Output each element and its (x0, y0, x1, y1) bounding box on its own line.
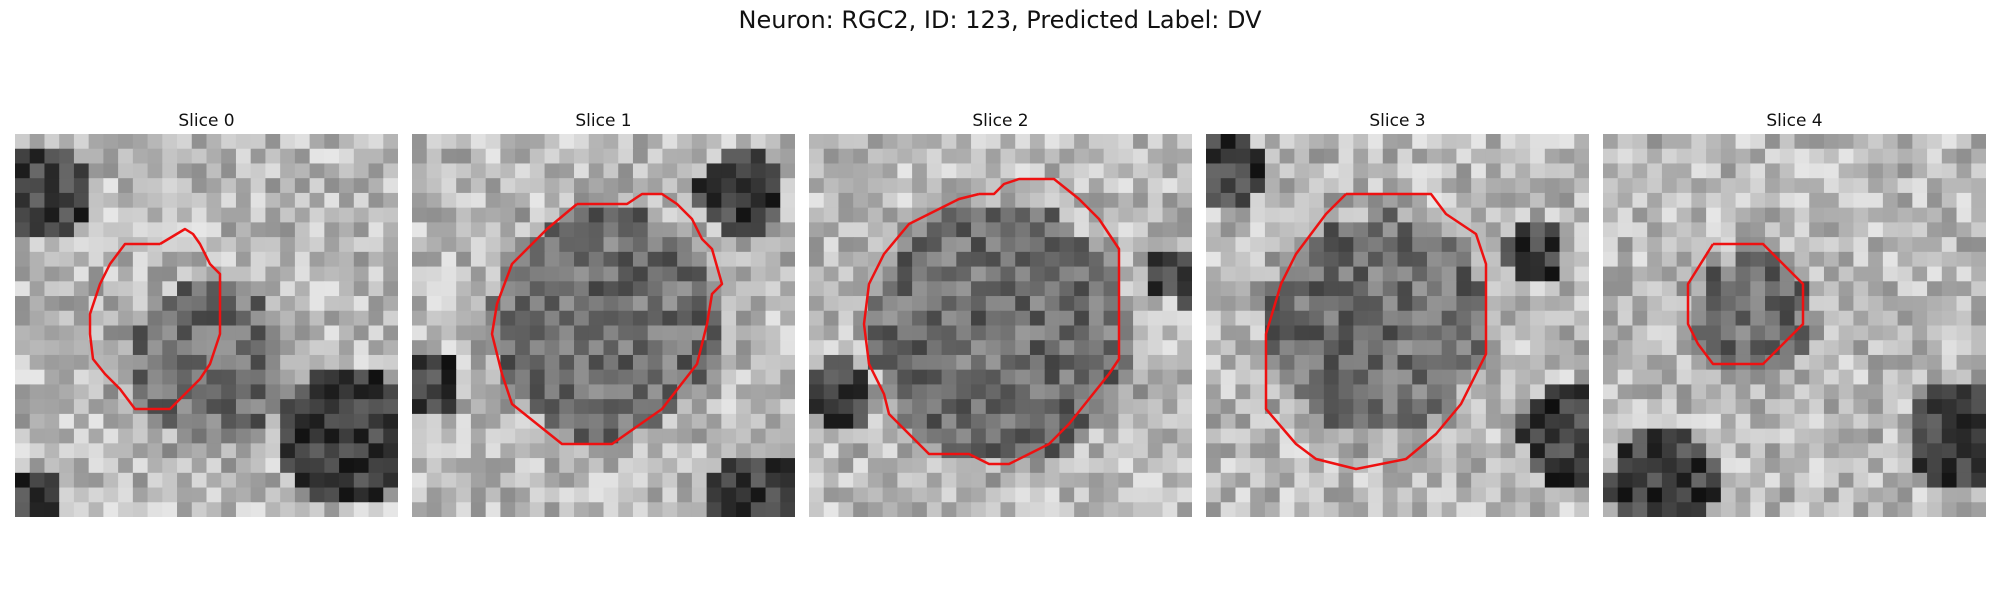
pixel-grid (809, 134, 1192, 517)
slice-image-1 (412, 134, 795, 517)
soma-contour (1264, 192, 1488, 471)
pixel-grid (412, 134, 795, 517)
slice-title-4: Slice 4 (1766, 111, 1823, 131)
slice-panel-0: Slice 0 (15, 108, 398, 517)
slice-title-1: Slice 1 (575, 111, 632, 131)
soma-contour (490, 192, 724, 446)
pixel-grid (1206, 134, 1589, 517)
soma-contour (862, 177, 1121, 466)
slice-image-4 (1603, 134, 1986, 517)
soma-contour (1686, 242, 1805, 366)
slice-panel-2: Slice 2 (809, 108, 1192, 517)
slice-panel-3: Slice 3 (1206, 108, 1589, 517)
slice-image-0 (15, 134, 398, 517)
slice-image-2 (809, 134, 1192, 517)
pixel-grid (15, 134, 398, 517)
soma-contour (88, 227, 222, 411)
pixel-grid (1603, 134, 1986, 517)
slice-title-0: Slice 0 (178, 111, 235, 131)
slice-title-3: Slice 3 (1369, 111, 1426, 131)
slice-title-2: Slice 2 (972, 111, 1029, 131)
slice-image-3 (1206, 134, 1589, 517)
figure-title: Neuron: RGC2, ID: 123, Predicted Label: … (738, 6, 1262, 34)
slice-panel-4: Slice 4 (1603, 108, 1986, 517)
slice-panel-1: Slice 1 (412, 108, 795, 517)
